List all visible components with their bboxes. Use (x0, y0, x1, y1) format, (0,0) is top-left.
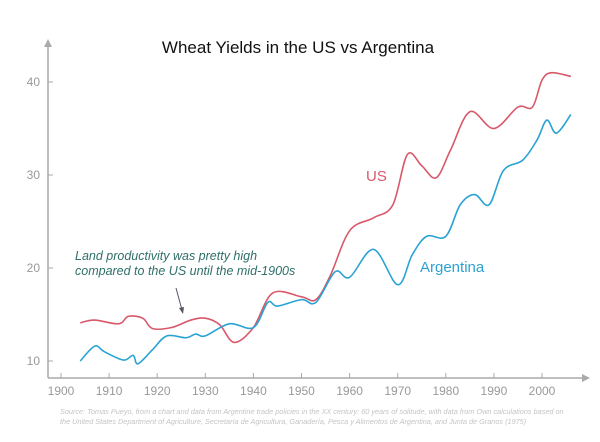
x-tick-label: 1920 (144, 384, 171, 398)
series-label-argentina: Argentina (420, 259, 485, 276)
series-line-us (80, 71, 572, 344)
y-axis-arrow-icon (44, 39, 52, 47)
annotation-line-1: Land productivity was pretty high (75, 249, 257, 263)
x-tick-label: 1940 (240, 384, 267, 398)
source-line-2: the United States Department of Agricult… (60, 417, 526, 426)
annotation-line-2: compared to the US until the mid-1900s (75, 264, 295, 278)
x-tick-label: 1930 (192, 384, 219, 398)
annotation-arrow-icon (175, 287, 184, 314)
y-tick-label: 30 (27, 168, 41, 182)
x-tick-label: 1900 (48, 384, 75, 398)
y-axis (44, 39, 52, 378)
chart-title: Wheat Yields in the US vs Argentina (162, 38, 435, 57)
x-axis (48, 374, 590, 382)
series-label-us: US (366, 168, 387, 185)
source-line-1: Source: Tomas Pueyo, from a chart and da… (60, 407, 564, 416)
x-tick-label: 1990 (481, 384, 508, 398)
x-tick-label: 2000 (529, 384, 556, 398)
x-tick-label: 1910 (96, 384, 123, 398)
y-tick-label: 10 (27, 354, 41, 368)
y-tick-label: 40 (27, 75, 41, 89)
x-tick-label: 1970 (384, 384, 411, 398)
series-line-argentina (79, 114, 572, 365)
x-tick-label: 1960 (336, 384, 363, 398)
x-tick-label: 1980 (432, 384, 459, 398)
y-tick-label: 20 (27, 261, 41, 275)
x-tick-label: 1950 (288, 384, 315, 398)
x-axis-arrow-icon (582, 374, 590, 382)
